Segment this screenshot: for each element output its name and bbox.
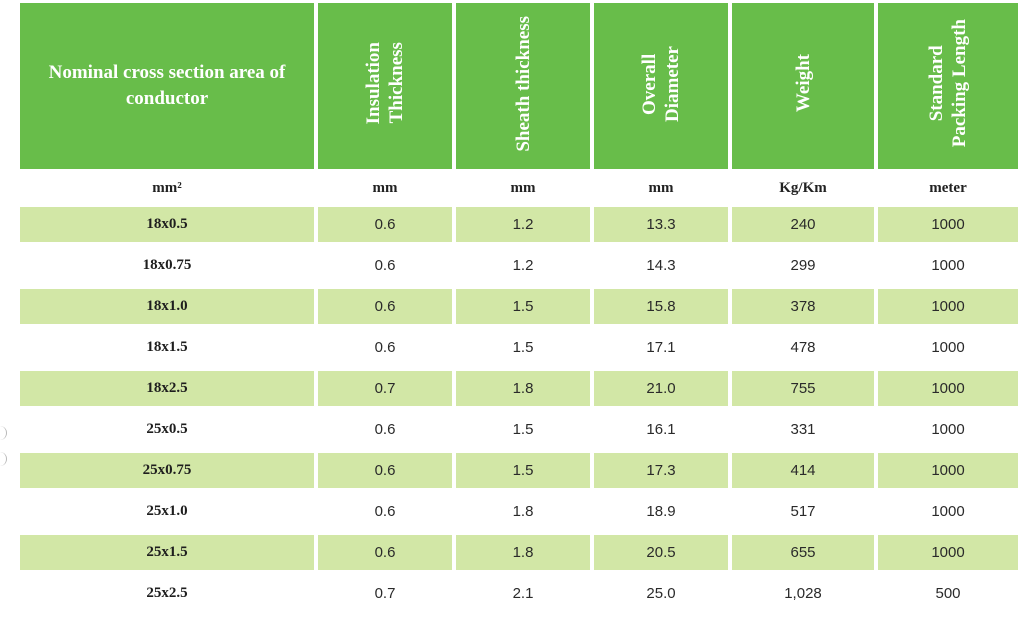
table-row: 18x0.5 0.6 1.2 13.3 240 1000 xyxy=(20,207,1018,242)
header-packing-line1: Standard xyxy=(926,45,947,122)
packing-cell: 1000 xyxy=(878,453,1018,488)
packing-cell: 500 xyxy=(878,576,1018,611)
weight-cell: 414 xyxy=(732,453,874,488)
sheath-cell: 1.2 xyxy=(456,248,590,283)
header-diameter-line2: Diameter xyxy=(662,45,683,122)
table-row: 25x0.75 0.6 1.5 17.3 414 1000 xyxy=(20,453,1018,488)
insulation-cell: 0.6 xyxy=(318,453,452,488)
table-row: 18x2.5 0.7 1.8 21.0 755 1000 xyxy=(20,371,1018,406)
table-row: 25x0.5 0.6 1.5 16.1 331 1000 xyxy=(20,412,1018,447)
table-row: 18x1.0 0.6 1.5 15.8 378 1000 xyxy=(20,289,1018,324)
packing-cell: 1000 xyxy=(878,248,1018,283)
unit-cell: Kg/Km xyxy=(779,179,827,196)
diameter-cell: 14.3 xyxy=(594,248,728,283)
header-packing-line2: Packing Length xyxy=(949,19,970,148)
insulation-cell: 0.6 xyxy=(318,494,452,529)
sheath-cell: 1.5 xyxy=(456,330,590,365)
header-sheath-label: Sheath thickness xyxy=(512,15,534,152)
size-cell: 18x1.5 xyxy=(20,330,314,365)
size-cell: 25x1.5 xyxy=(20,535,314,570)
unit-cell: mm xyxy=(510,179,536,196)
sheath-cell: 1.5 xyxy=(456,453,590,488)
header-sheath-thickness: Sheath thickness xyxy=(456,3,590,169)
weight-cell: 655 xyxy=(732,535,874,570)
size-cell: 25x1.0 xyxy=(20,494,314,529)
header-overall-diameter: Overall Diameter xyxy=(594,3,728,169)
header-insulation-line2: Thickness xyxy=(386,42,407,125)
page-edge-mark-bottom xyxy=(0,452,7,466)
sheath-cell: 1.5 xyxy=(456,289,590,324)
header-insulation-thickness: Insulation Thickness xyxy=(318,3,452,169)
unit-cell: meter xyxy=(929,179,967,196)
units-row: mm² mm mm mm Kg/Km meter xyxy=(20,169,1018,207)
packing-cell: 1000 xyxy=(878,494,1018,529)
header-insulation-line1: Insulation xyxy=(363,42,384,125)
cable-spec-table: Nominal cross section area of conductor … xyxy=(16,3,1022,611)
packing-cell: 1000 xyxy=(878,535,1018,570)
diameter-cell: 21.0 xyxy=(594,371,728,406)
packing-cell: 1000 xyxy=(878,330,1018,365)
weight-cell: 299 xyxy=(732,248,874,283)
insulation-cell: 0.6 xyxy=(318,535,452,570)
insulation-cell: 0.6 xyxy=(318,412,452,447)
weight-cell: 755 xyxy=(732,371,874,406)
table-row: 25x2.5 0.7 2.1 25.0 1,028 500 xyxy=(20,576,1018,611)
size-cell: 18x0.5 xyxy=(20,207,314,242)
header-packing-length: Standard Packing Length xyxy=(878,3,1018,169)
diameter-cell: 17.3 xyxy=(594,453,728,488)
unit-cell: mm xyxy=(648,179,674,196)
page-edge-mark-top xyxy=(0,426,7,440)
size-cell: 25x0.5 xyxy=(20,412,314,447)
weight-cell: 517 xyxy=(732,494,874,529)
insulation-cell: 0.6 xyxy=(318,289,452,324)
weight-cell: 1,028 xyxy=(732,576,874,611)
header-diameter-line1: Overall xyxy=(639,52,660,115)
unit-cell: mm² xyxy=(152,179,182,196)
packing-cell: 1000 xyxy=(878,289,1018,324)
table-row: 25x1.0 0.6 1.8 18.9 517 1000 xyxy=(20,494,1018,529)
diameter-cell: 13.3 xyxy=(594,207,728,242)
header-row: Nominal cross section area of conductor … xyxy=(20,3,1018,169)
diameter-cell: 17.1 xyxy=(594,330,728,365)
weight-cell: 478 xyxy=(732,330,874,365)
diameter-cell: 16.1 xyxy=(594,412,728,447)
header-weight-label: Weight xyxy=(792,54,814,113)
insulation-cell: 0.6 xyxy=(318,330,452,365)
header-weight: Weight xyxy=(732,3,874,169)
diameter-cell: 20.5 xyxy=(594,535,728,570)
sheath-cell: 1.2 xyxy=(456,207,590,242)
sheath-cell: 2.1 xyxy=(456,576,590,611)
header-cross-section-label: Nominal cross section area of conductor xyxy=(48,62,286,109)
diameter-cell: 18.9 xyxy=(594,494,728,529)
size-cell: 25x0.75 xyxy=(20,453,314,488)
table-row: 18x0.75 0.6 1.2 14.3 299 1000 xyxy=(20,248,1018,283)
size-cell: 18x1.0 xyxy=(20,289,314,324)
weight-cell: 240 xyxy=(732,207,874,242)
packing-cell: 1000 xyxy=(878,371,1018,406)
packing-cell: 1000 xyxy=(878,207,1018,242)
size-cell: 18x0.75 xyxy=(20,248,314,283)
sheath-cell: 1.8 xyxy=(456,494,590,529)
insulation-cell: 0.6 xyxy=(318,248,452,283)
weight-cell: 378 xyxy=(732,289,874,324)
diameter-cell: 25.0 xyxy=(594,576,728,611)
weight-cell: 331 xyxy=(732,412,874,447)
insulation-cell: 0.7 xyxy=(318,371,452,406)
header-cross-section: Nominal cross section area of conductor xyxy=(20,3,314,169)
table-row: 18x1.5 0.6 1.5 17.1 478 1000 xyxy=(20,330,1018,365)
packing-cell: 1000 xyxy=(878,412,1018,447)
insulation-cell: 0.6 xyxy=(318,207,452,242)
unit-cell: mm xyxy=(372,179,398,196)
table-row: 25x1.5 0.6 1.8 20.5 655 1000 xyxy=(20,535,1018,570)
sheath-cell: 1.8 xyxy=(456,535,590,570)
diameter-cell: 15.8 xyxy=(594,289,728,324)
insulation-cell: 0.7 xyxy=(318,576,452,611)
size-cell: 25x2.5 xyxy=(20,576,314,611)
sheath-cell: 1.8 xyxy=(456,371,590,406)
sheath-cell: 1.5 xyxy=(456,412,590,447)
size-cell: 18x2.5 xyxy=(20,371,314,406)
